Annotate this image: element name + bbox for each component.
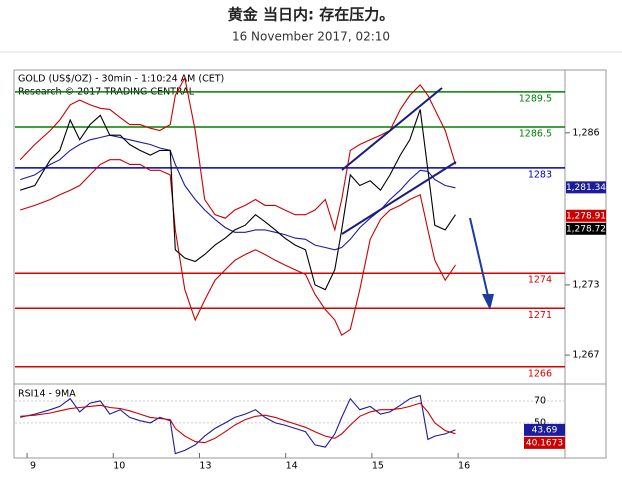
- y-tick-label: 70: [534, 395, 546, 406]
- value-tag-label: 1,281.34: [566, 183, 606, 193]
- chart-frame: [13, 69, 607, 459]
- value-tag: [524, 423, 565, 436]
- level-label: 1286.5: [519, 128, 552, 139]
- value-tag: [524, 436, 565, 449]
- x-tick-label: 13: [199, 461, 211, 472]
- series-line: [20, 134, 456, 251]
- annotations: [341, 87, 494, 310]
- series-line: [20, 394, 456, 455]
- level-label: 1266: [528, 368, 552, 379]
- level-label: 1289.5: [519, 93, 552, 104]
- x-tick-label: 15: [372, 461, 384, 472]
- y-tick-label: 1,286: [572, 127, 599, 138]
- forecast-arrow: [469, 217, 489, 297]
- value-tag: [566, 222, 606, 235]
- y-tick-label: 1,267: [572, 350, 599, 361]
- chart-title: 黄金 当日内: 存在压力。: [228, 6, 394, 24]
- x-tick-label: 9: [30, 461, 36, 472]
- channel-line: [341, 87, 443, 171]
- level-label: 1283: [528, 169, 552, 180]
- panel-label: RSI14 - 9MA: [18, 389, 76, 400]
- x-tick-label: 10: [113, 461, 125, 472]
- value-tag: [566, 181, 606, 194]
- level-label: 1274: [528, 275, 552, 286]
- arrow-head: [482, 294, 494, 310]
- series-line: [20, 159, 456, 337]
- value-tag-label: 1,278.72: [566, 224, 606, 234]
- y-tick-label: 1,273: [572, 279, 599, 290]
- chart-subtitle: 16 November 2017, 02:10: [232, 30, 390, 44]
- y-tick-label: 50: [534, 417, 546, 428]
- value-tag-label: 1,278.91: [566, 211, 606, 221]
- x-tick-label: 16: [458, 461, 470, 472]
- channel-line: [341, 161, 457, 235]
- series-line: [19, 76, 457, 233]
- value-tag-label: 43.69: [532, 425, 558, 435]
- header-line: GOLD (US$/OZ) - 30min - 1:10:24 AM (CET): [18, 74, 224, 85]
- level-label: 1271: [528, 310, 552, 321]
- x-tick-label: 14: [286, 461, 298, 472]
- series-line: [20, 402, 456, 444]
- value-tag-label: 40.1673: [526, 438, 563, 448]
- value-tag: [566, 209, 606, 222]
- series-line: [20, 109, 456, 291]
